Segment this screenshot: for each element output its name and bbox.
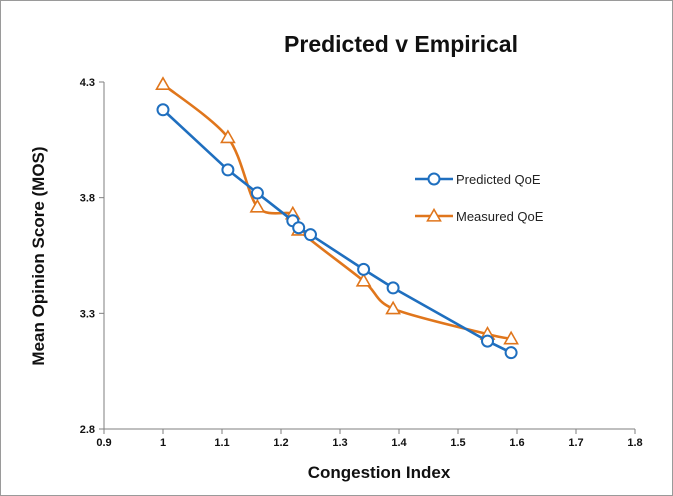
predicted-qoe-point [481,334,494,348]
predicted-qoe-point [292,221,306,235]
predicted-qoe-point [156,103,170,117]
legend-label-predicted-qoe: Predicted QoE [456,172,541,187]
x-axis-title: Congestion Index [307,463,451,482]
chart-title: Predicted v Empirical [284,31,518,57]
predicted-qoe-point [386,281,400,295]
y-tick-label: 3.8 [80,193,95,205]
legend-marker-predicted-qoe [427,172,441,186]
x-tick-label: 1.2 [273,437,288,449]
predicted-qoe-point [250,186,264,200]
x-tick-label: 0.9 [96,437,111,449]
measured-qoe-point [503,330,519,345]
y-tick-label: 3.3 [80,308,95,320]
measured-qoe-point [355,272,372,287]
predicted-qoe-line [162,108,512,354]
predicted-qoe-point [304,228,317,242]
x-tick-label: 1.5 [450,437,465,449]
x-tick-label: 1.1 [214,437,229,449]
y-tick-label: 4.3 [80,77,95,89]
x-tick-label: 1.3 [332,437,347,449]
predicted-qoe-point [221,163,235,177]
measured-qoe-point [155,76,171,90]
legend-marker-measured-qoe [426,207,442,222]
x-tick-label: 1.6 [509,437,524,449]
y-tick-label: 2.8 [80,424,95,436]
x-tick-label: 1.8 [627,437,642,449]
measured-qoe-point [249,198,266,213]
measured-qoe-point [220,129,236,144]
predicted-qoe-point [357,262,371,276]
x-tick-label: 1 [160,437,166,449]
legend-label-measured-qoe: Measured QoE [456,209,544,224]
measured-qoe-point [385,300,401,315]
predicted-qoe-point [504,346,518,360]
x-tick-label: 1.4 [391,437,407,449]
x-tick-label: 1.7 [568,437,583,449]
